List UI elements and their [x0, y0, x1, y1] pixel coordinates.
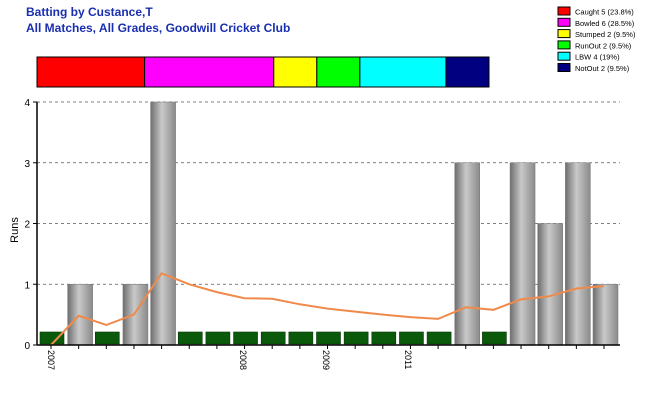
- legend-label-0: Caught 5 (23.8%): [575, 8, 634, 17]
- legend-swatch-1: [557, 17, 571, 27]
- ytick-label-1: 1: [24, 280, 30, 291]
- bar-3: [122, 284, 149, 346]
- zero-marker-12: [371, 331, 397, 345]
- legend-label-2: Stumped 2 (9.5%): [575, 30, 636, 39]
- y-axis-label: Runs: [9, 217, 21, 243]
- ytick-label-4: 4: [24, 98, 30, 109]
- zero-marker-16: [482, 331, 507, 345]
- axes: 2007 2008 2009 2011: [36, 102, 620, 370]
- dismissal-segment-0: [36, 56, 146, 88]
- legend-swatch-2: [557, 29, 571, 39]
- dismissal-segment-3: [316, 56, 361, 88]
- dismissal-segment-4: [359, 56, 447, 88]
- zero-marker-2: [95, 331, 120, 345]
- legend-swatch-0: [557, 6, 571, 16]
- bar-20: [592, 284, 619, 346]
- dismissal-bar: [36, 56, 490, 88]
- legend-label-5: NotOut 2 (9.5%): [575, 64, 630, 73]
- xtick-label-3: 2011: [403, 350, 413, 369]
- legend-swatch-4: [557, 51, 571, 61]
- legend-swatch-3: [557, 40, 571, 50]
- xtick-label-0: 2007: [46, 350, 56, 370]
- dismissal-segment-2: [273, 56, 318, 88]
- zero-marker-10: [316, 331, 341, 345]
- bar-19: [565, 162, 591, 346]
- dismissal-segment-1: [144, 56, 275, 88]
- legend-label-1: Bowled 6 (28.5%): [575, 19, 635, 28]
- zero-marker-7: [233, 331, 258, 345]
- bar-18: [537, 223, 563, 346]
- legend-label-4: LBW 4 (19%): [575, 53, 620, 62]
- average-line-group: [50, 272, 605, 346]
- zero-marker-11: [343, 331, 369, 345]
- ytick-label-3: 3: [24, 159, 30, 170]
- zero-marker-14: [426, 331, 452, 345]
- xtick-label-2: 2009: [321, 350, 331, 370]
- zero-markers: [39, 331, 507, 345]
- zero-marker-6: [205, 331, 231, 345]
- bar-17: [509, 162, 536, 346]
- legend-swatch-5: [557, 63, 571, 72]
- xtick-label-1: 2008: [238, 350, 248, 370]
- zero-marker-8: [260, 331, 286, 345]
- dismissal-segment-5: [445, 56, 490, 88]
- average-line: [50, 272, 605, 346]
- legend-label-3: RunOut 2 (9.5%): [575, 41, 632, 50]
- ytick-label-2: 2: [24, 220, 30, 231]
- bar-4: [150, 101, 176, 346]
- chart-title: Batting by Custance,T: [26, 5, 153, 19]
- zero-marker-5: [177, 331, 203, 345]
- zero-marker-13: [399, 331, 424, 345]
- bars: [67, 101, 619, 346]
- bar-15: [454, 162, 480, 346]
- ytick-label-0: 0: [24, 341, 30, 352]
- legend: Caught 5 (23.8%) Bowled 6 (28.5%) Stumped …: [557, 6, 636, 73]
- chart-subtitle: All Matches, All Grades, Goodwill Cricke…: [26, 21, 291, 35]
- bar-1: [67, 284, 93, 346]
- zero-marker-9: [288, 331, 314, 345]
